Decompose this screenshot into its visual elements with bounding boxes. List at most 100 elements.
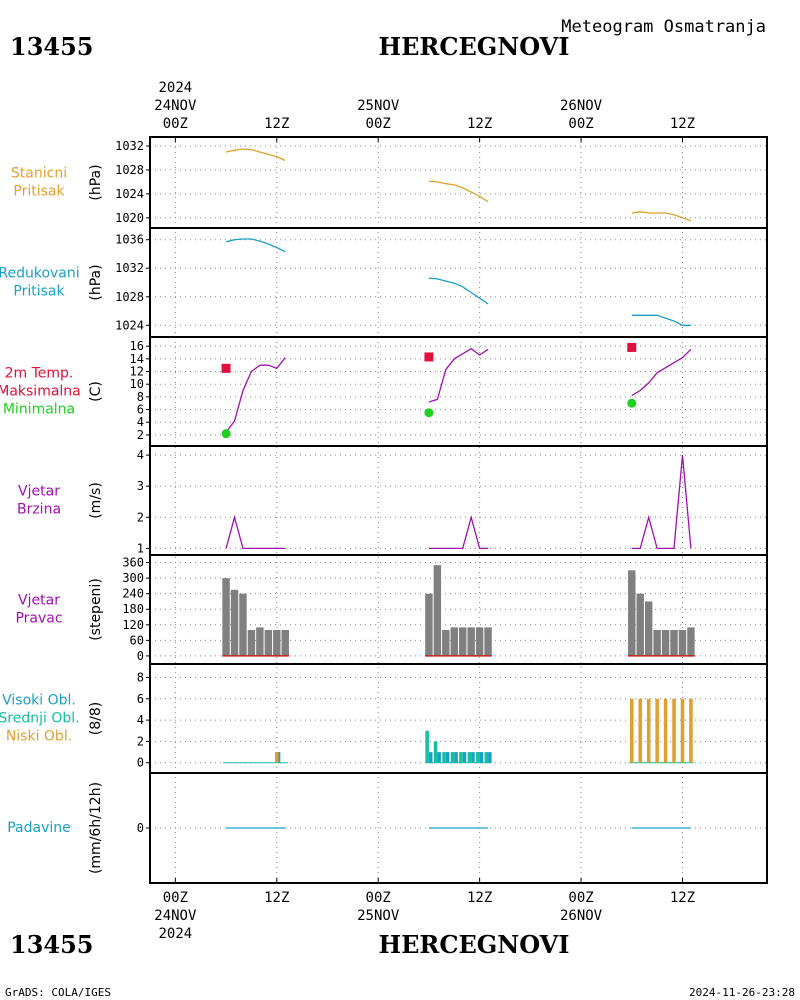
wind-speed-line [631,455,692,550]
cloud-cover-bar [479,752,484,763]
wind-speed-line [225,514,286,550]
wind-speed-line [428,514,489,550]
cloud-cover-bar [442,752,446,763]
series-label: Pravac [15,611,62,627]
y-tick-label: 10 [130,377,144,391]
y-tick-label: 1036 [115,233,144,247]
cloud-cover-bar [672,698,676,763]
y-tick-label: 8 [137,670,144,684]
time-tick-label-bottom: 12Z [670,890,695,906]
y-tick-label: 14 [130,352,144,366]
station-name-bottom: HERCEGNOVI [378,930,569,959]
cloud-cover-bar [459,752,463,763]
pressure-station-line [631,211,692,222]
date-label-top: 26NOV [560,98,603,114]
cloud-cover-bar [275,752,279,763]
y-tick-label: 4 [137,448,144,462]
y-axis-label: (hPa) [88,264,104,300]
time-tick-label-top: 00Z [366,116,391,132]
time-tick-label-bottom: 00Z [366,890,391,906]
y-tick-label: 240 [122,587,144,601]
time-tick-label-bottom: 00Z [568,890,593,906]
wind-direction-bar [425,593,433,656]
temp-max-marker [424,352,434,362]
series-label: Stanicni [11,166,67,182]
cloud-cover-bar [462,752,467,763]
wind-direction-bar [247,629,256,656]
y-tick-label: 6 [137,692,144,706]
y-tick-label: 0 [137,756,144,770]
y-tick-label: 2 [137,734,144,748]
wind-direction-bar [230,589,239,656]
wind-direction-bar [273,629,281,656]
cloud-cover-bar [471,752,475,763]
series-label: Niski Obl. [6,729,72,745]
temperature-line [225,357,286,433]
y-tick-label: 12 [130,365,144,379]
cloud-cover-bar [680,698,685,763]
time-tick-label-top: 00Z [163,116,188,132]
temperature-line [428,347,489,403]
station-id-top: 13455 [10,32,94,61]
pressure-reduced-line [631,314,691,326]
y-axis-label: (mm/6h/12h) [88,782,104,874]
y-tick-label: 2 [137,428,144,442]
date-label-top: 25NOV [357,98,400,114]
temperature-line [631,348,692,397]
y-tick-label: 16 [130,339,144,353]
y-tick-label: 60 [130,633,144,647]
temp-min-marker [627,398,637,408]
station-name-top: HERCEGNOVI [378,32,569,61]
wind-direction-bar [661,629,670,656]
y-axis-label: (hPa) [88,164,104,200]
wind-direction-bar [644,601,653,656]
wind-direction-bar [484,627,492,656]
wind-direction-bar [687,627,695,656]
pressure-reduced-line [428,277,489,305]
y-tick-label: 0 [137,649,144,663]
cloud-cover-bar [450,752,455,763]
cloud-cover-bar [629,698,634,763]
y-tick-label: 8 [137,390,144,404]
series-label: Maksimalna [0,384,81,400]
time-tick-label-bottom: 00Z [163,890,188,906]
series-label: Srednji Obl. [0,711,80,727]
series-label: Brzina [17,502,61,518]
y-tick-label: 180 [122,602,144,616]
series-label: Visoki Obl. [2,693,76,709]
series-label: Pritisak [13,284,65,300]
time-tick-label-bottom: 12Z [264,890,289,906]
series-label: Redukovani [0,266,80,282]
y-axis-label: (m/s) [88,482,104,519]
y-tick-label: 1024 [115,318,144,332]
time-tick-label-bottom: 12Z [467,890,492,906]
wind-direction-bar [281,629,289,656]
cloud-cover-bar [445,752,450,763]
temp-max-marker [627,342,637,352]
cloud-cover-bar [454,752,458,763]
cloud-cover-bar [433,741,438,763]
plot-frame [149,136,768,884]
series-label: 2m Temp. [5,366,74,382]
meteogram-subtitle: Meteogram Osmatranja [561,17,766,37]
y-tick-label: 360 [122,556,144,570]
pressure-station-line [428,180,489,203]
y-axis-label: (C) [88,381,104,402]
series-label: Vjetar [18,593,60,609]
cloud-cover-bar [437,752,441,763]
year-label-bottom: 2024 [158,926,192,942]
wind-direction-bar [442,629,450,656]
y-tick-label: 1020 [115,211,144,225]
temp-max-marker [221,363,231,373]
time-tick-label-top: 00Z [568,116,593,132]
y-tick-label: 300 [122,571,144,585]
y-tick-label: 0 [137,821,144,835]
series-label: Pritisak [13,184,65,200]
wind-direction-bar [256,627,264,656]
time-tick-label-top: 12Z [467,116,492,132]
cloud-cover-bar [488,752,492,763]
y-tick-label: 120 [122,618,144,632]
plot-area: 00Z24NOV00Z24NOV12Z12Z00Z25NOV00Z25NOV12… [0,80,768,942]
pressure-reduced-panel: 1024 1028 1032 1036 (hPa) Redukovani Pritisak [0,227,767,332]
